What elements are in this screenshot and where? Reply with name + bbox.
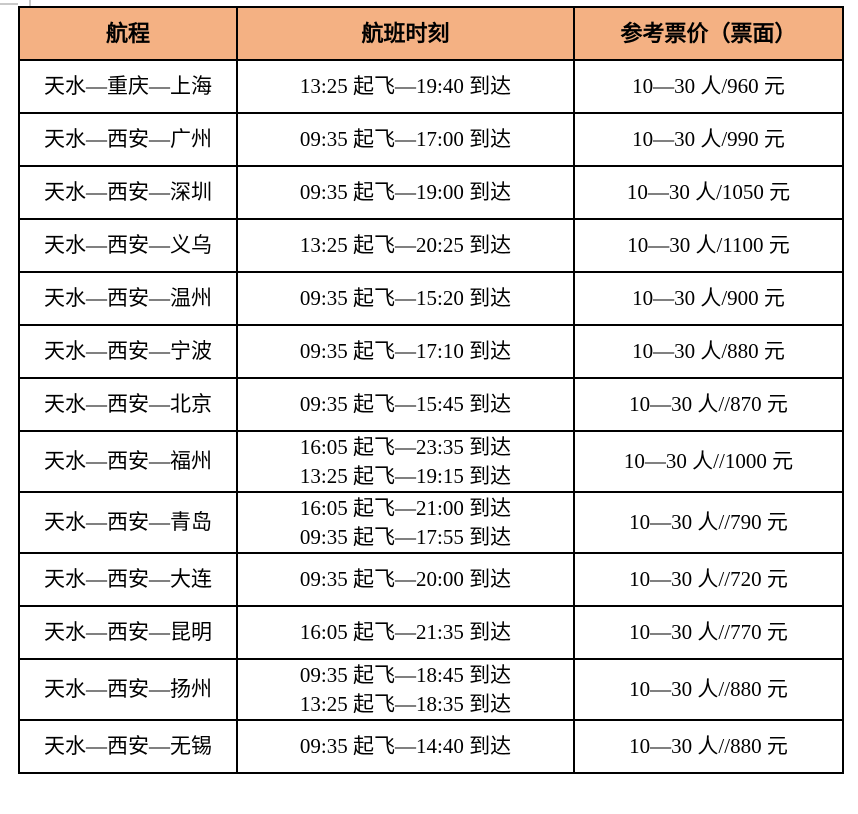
time-line: 09:35 起飞—19:00 到达 [299,180,512,205]
times-cell: 13:25 起飞—20:25 到达 [236,218,575,273]
table-row: 天水—西安—昆明 16:05 起飞—21:35 到达 10—30 人//770 元 [18,605,844,660]
time-line: 13:25 起飞—18:35 到达 [299,691,512,716]
table-row: 天水—西安—义乌 13:25 起飞—20:25 到达 10—30 人/1100 元 [18,218,844,273]
times-cell: 09:35 起飞—15:45 到达 [236,377,575,432]
table-row: 天水—西安—宁波 09:35 起飞—17:10 到达 10—30 人/880 元 [18,324,844,379]
header-price: 参考票价（票面） [573,6,844,61]
route-cell: 天水—西安—大连 [18,552,238,607]
route-cell: 天水—西安—福州 [18,430,238,493]
time-line: 16:05 起飞—21:35 到达 [299,620,512,645]
cropped-gridline-horizontal [0,3,18,5]
table-row: 天水—重庆—上海 13:25 起飞—19:40 到达 10—30 人/960 元 [18,59,844,114]
price-cell: 10—30 人//790 元 [573,491,844,554]
flight-schedule-table: 航程 航班时刻 参考票价（票面） 天水—重庆—上海 13:25 起飞—19:40 … [18,6,844,774]
price-cell: 10—30 人//880 元 [573,719,844,774]
time-line: 09:35 起飞—18:45 到达 [299,663,512,688]
time-line: 13:25 起飞—19:15 到达 [299,463,512,488]
times-cell: 16:05 起飞—23:35 到达 13:25 起飞—19:15 到达 [236,430,575,493]
price-cell: 10—30 人/990 元 [573,112,844,167]
time-line: 16:05 起飞—21:00 到达 [299,496,512,521]
time-line: 16:05 起飞—23:35 到达 [299,435,512,460]
table-row: 天水—西安—无锡 09:35 起飞—14:40 到达 10—30 人//880 元 [18,719,844,774]
route-cell: 天水—西安—无锡 [18,719,238,774]
time-line: 09:35 起飞—17:00 到达 [299,127,512,152]
times-cell: 09:35 起飞—17:00 到达 [236,112,575,167]
route-cell: 天水—西安—宁波 [18,324,238,379]
table-row: 天水—西安—青岛 16:05 起飞—21:00 到达 09:35 起飞—17:55 … [18,491,844,554]
table-row: 天水—西安—北京 09:35 起飞—15:45 到达 10—30 人//870 元 [18,377,844,432]
time-line: 09:35 起飞—15:20 到达 [299,286,512,311]
route-cell: 天水—西安—青岛 [18,491,238,554]
times-cell: 09:35 起飞—20:00 到达 [236,552,575,607]
times-cell: 09:35 起飞—19:00 到达 [236,165,575,220]
cropped-gridline-vertical-tick [29,0,31,6]
price-cell: 10—30 人/1050 元 [573,165,844,220]
price-cell: 10—30 人//770 元 [573,605,844,660]
route-cell: 天水—西安—深圳 [18,165,238,220]
route-cell: 天水—西安—温州 [18,271,238,326]
times-cell: 16:05 起飞—21:00 到达 09:35 起飞—17:55 到达 [236,491,575,554]
table-body: 天水—重庆—上海 13:25 起飞—19:40 到达 10—30 人/960 元天水… [18,59,844,774]
route-cell: 天水—重庆—上海 [18,59,238,114]
route-cell: 天水—西安—昆明 [18,605,238,660]
table-row: 天水—西安—广州 09:35 起飞—17:00 到达 10—30 人/990 元 [18,112,844,167]
times-cell: 09:35 起飞—14:40 到达 [236,719,575,774]
time-line: 13:25 起飞—19:40 到达 [299,74,512,99]
header-route: 航程 [18,6,238,61]
table-row: 天水—西安—深圳 09:35 起飞—19:00 到达 10—30 人/1050 元 [18,165,844,220]
time-line: 09:35 起飞—17:10 到达 [299,339,512,364]
table-row: 天水—西安—福州 16:05 起飞—23:35 到达 13:25 起飞—19:15 … [18,430,844,493]
route-cell: 天水—西安—义乌 [18,218,238,273]
time-line: 09:35 起飞—20:00 到达 [299,567,512,592]
price-cell: 10—30 人/1100 元 [573,218,844,273]
price-cell: 10—30 人//720 元 [573,552,844,607]
table-row: 天水—西安—大连 09:35 起飞—20:00 到达 10—30 人//720 元 [18,552,844,607]
price-cell: 10—30 人//1000 元 [573,430,844,493]
route-cell: 天水—西安—扬州 [18,658,238,721]
times-cell: 09:35 起飞—15:20 到达 [236,271,575,326]
times-cell: 09:35 起飞—17:10 到达 [236,324,575,379]
price-cell: 10—30 人/960 元 [573,59,844,114]
time-line: 09:35 起飞—15:45 到达 [299,392,512,417]
times-cell: 13:25 起飞—19:40 到达 [236,59,575,114]
table-row: 天水—西安—温州 09:35 起飞—15:20 到达 10—30 人/900 元 [18,271,844,326]
time-line: 09:35 起飞—17:55 到达 [299,524,512,549]
price-cell: 10—30 人/880 元 [573,324,844,379]
time-line: 13:25 起飞—20:25 到达 [299,233,512,258]
price-cell: 10—30 人//880 元 [573,658,844,721]
route-cell: 天水—西安—广州 [18,112,238,167]
times-cell: 09:35 起飞—18:45 到达 13:25 起飞—18:35 到达 [236,658,575,721]
header-times: 航班时刻 [236,6,575,61]
table-header: 航程 航班时刻 参考票价（票面） [18,6,844,61]
time-line: 09:35 起飞—14:40 到达 [299,734,512,759]
price-cell: 10—30 人//870 元 [573,377,844,432]
price-cell: 10—30 人/900 元 [573,271,844,326]
route-cell: 天水—西安—北京 [18,377,238,432]
times-cell: 16:05 起飞—21:35 到达 [236,605,575,660]
header-row: 航程 航班时刻 参考票价（票面） [18,6,844,61]
table-row: 天水—西安—扬州 09:35 起飞—18:45 到达 13:25 起飞—18:35 … [18,658,844,721]
